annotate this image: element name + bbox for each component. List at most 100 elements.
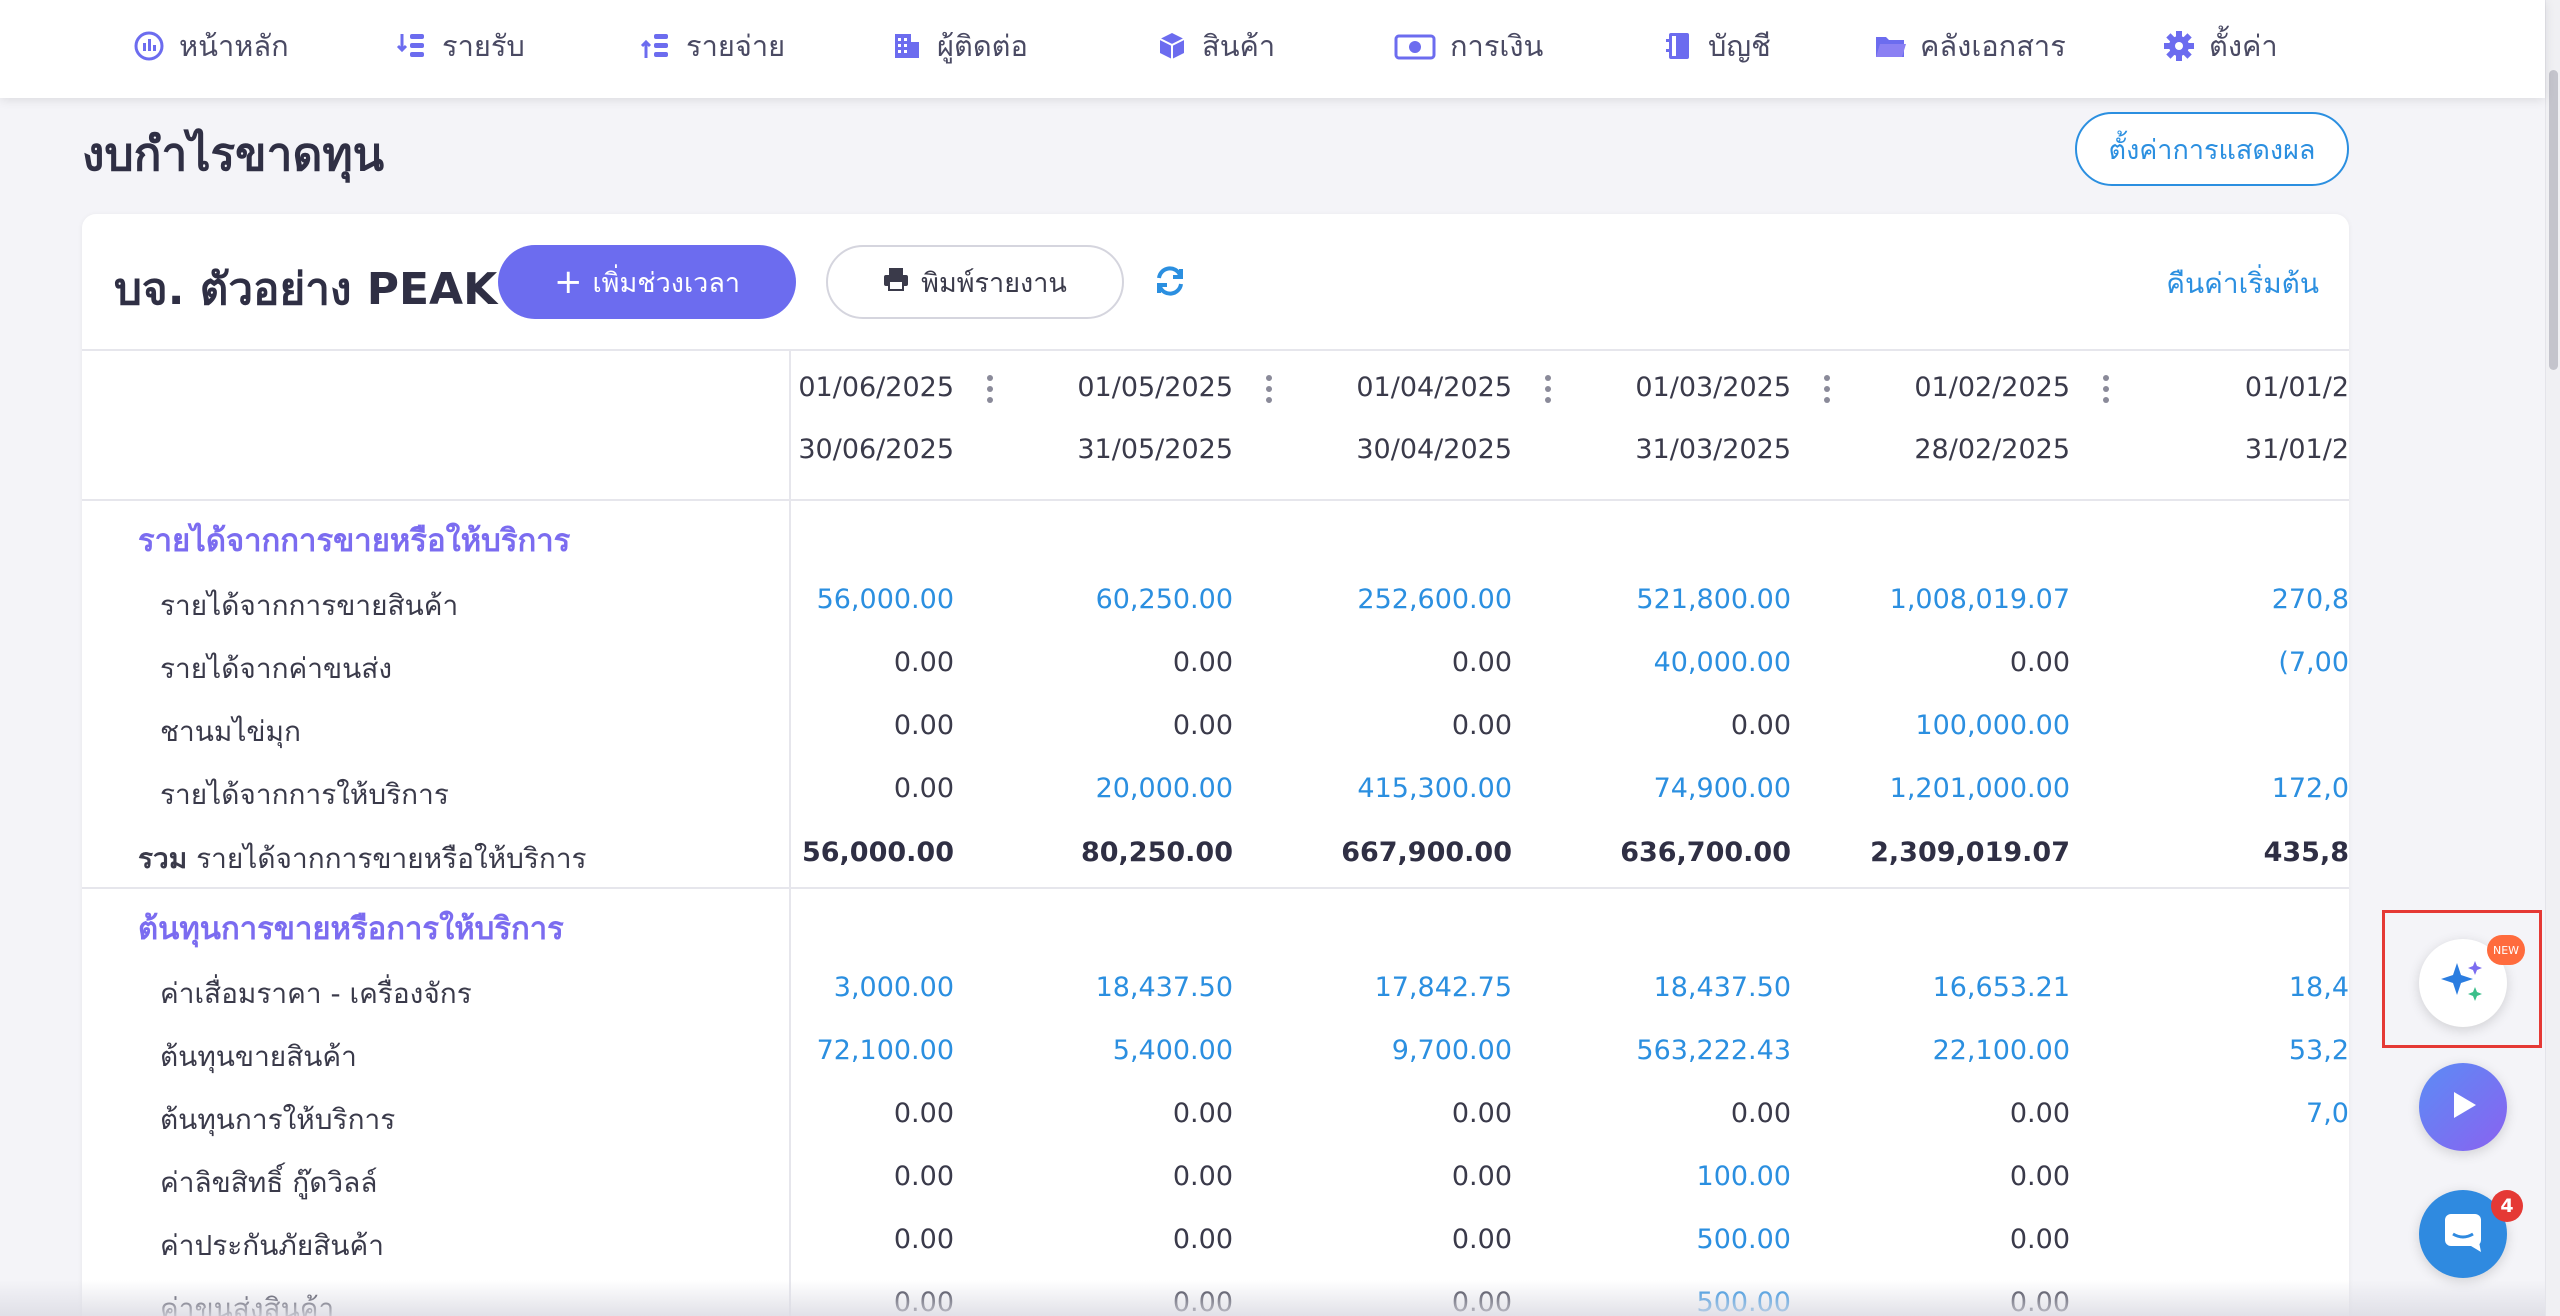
value-cell[interactable]: 16,653.21 bbox=[1932, 972, 2070, 1003]
value-cell[interactable]: 17,842.75 bbox=[1374, 972, 1512, 1003]
row-label: ต้นทุนขายสินค้า bbox=[160, 1040, 357, 1073]
value-cell: 0.00 bbox=[1172, 710, 1233, 741]
nav-label-dashboard: หน้าหลัก bbox=[179, 29, 289, 63]
value-cell: 0.00 bbox=[1172, 647, 1233, 678]
reset-defaults-link[interactable]: คืนค่าเริ่มต้น bbox=[2166, 267, 2319, 300]
value-cell[interactable]: 100,000.00 bbox=[1915, 710, 2070, 741]
row-label: ชานมไข่มุก bbox=[160, 715, 301, 748]
value-cell[interactable]: 500.00 bbox=[1696, 1224, 1791, 1255]
nav-label-income: รายรับ bbox=[442, 29, 525, 63]
total-value-cell: 636,700.00 bbox=[1620, 837, 1791, 868]
value-cell[interactable]: 18,437.50 bbox=[1095, 972, 1233, 1003]
kebab-menu-icon[interactable] bbox=[1542, 375, 1554, 409]
add-period-button[interactable]: + เพิ่มช่วงเวลา bbox=[498, 245, 796, 319]
plus-icon: + bbox=[553, 262, 583, 302]
company-name: บจ. ตัวอย่าง PEAK bbox=[114, 264, 498, 315]
row-label: รายได้จากการให้บริการ bbox=[160, 778, 449, 811]
value-cell: 0.00 bbox=[893, 1224, 954, 1255]
page-scrollbar[interactable] bbox=[2545, 0, 2560, 1316]
nav-item-settings[interactable]: ตั้งค่า bbox=[2163, 24, 2278, 68]
value-cell[interactable]: 18,4 bbox=[2288, 972, 2349, 1003]
value-cell[interactable]: (7,00 bbox=[2278, 647, 2349, 678]
row-label: ค่าเสื่อมราคา - เครื่องจักร bbox=[160, 977, 472, 1010]
nav-label-finance: การเงิน bbox=[1450, 29, 1544, 63]
ai-button-highlight bbox=[2382, 910, 2542, 1048]
value-cell[interactable]: 9,700.00 bbox=[1391, 1035, 1512, 1066]
kebab-menu-icon[interactable] bbox=[984, 375, 996, 409]
value-cell[interactable]: 60,250.00 bbox=[1095, 584, 1233, 615]
period-column-header: 01/06/2025 30/06/2025 bbox=[735, 349, 1014, 499]
print-report-button[interactable]: พิมพ์รายงาน bbox=[826, 245, 1124, 319]
add-period-label: เพิ่มช่วงเวลา bbox=[592, 267, 741, 299]
value-cell[interactable]: 252,600.00 bbox=[1357, 584, 1512, 615]
value-cell[interactable]: 563,222.43 bbox=[1636, 1035, 1791, 1066]
row-label: ต้นทุนการให้บริการ bbox=[160, 1103, 396, 1136]
value-cell: 0.00 bbox=[1172, 1161, 1233, 1192]
kebab-menu-icon[interactable] bbox=[1821, 375, 1833, 409]
display-settings-button[interactable]: ตั้งค่าการแสดงผล bbox=[2075, 112, 2349, 186]
bottom-fade bbox=[0, 1280, 2545, 1316]
value-cell[interactable]: 40,000.00 bbox=[1653, 647, 1791, 678]
value-cell[interactable]: 100.00 bbox=[1696, 1161, 1791, 1192]
nav-label-settings: ตั้งค่า bbox=[2209, 29, 2278, 63]
kebab-menu-icon[interactable] bbox=[2100, 375, 2112, 409]
value-cell: 0.00 bbox=[1451, 647, 1512, 678]
value-cell[interactable]: 1,201,000.00 bbox=[1889, 773, 2070, 804]
nav-label-products: สินค้า bbox=[1202, 29, 1276, 63]
value-cell: 0.00 bbox=[1451, 1161, 1512, 1192]
period-end-date: 31/05/2025 bbox=[1077, 434, 1233, 465]
refresh-icon[interactable] bbox=[1150, 261, 1190, 301]
value-cell[interactable]: 3,000.00 bbox=[833, 972, 954, 1003]
sparkle-icon bbox=[2437, 955, 2489, 1011]
period-start-date: 01/01/2 bbox=[2244, 372, 2349, 403]
play-icon bbox=[2446, 1088, 2480, 1126]
nav-item-income[interactable]: รายรับ bbox=[396, 24, 525, 68]
nav-item-documents[interactable]: คลังเอกสาร bbox=[1874, 24, 2066, 68]
value-cell: 0.00 bbox=[893, 1098, 954, 1129]
value-cell[interactable]: 521,800.00 bbox=[1636, 584, 1791, 615]
nav-label-documents: คลังเอกสาร bbox=[1920, 29, 2066, 63]
value-cell[interactable]: 56,000.00 bbox=[816, 584, 954, 615]
value-cell: 0.00 bbox=[1451, 1098, 1512, 1129]
nav-item-accounts[interactable]: บัญชี bbox=[1662, 24, 1771, 68]
nav-label-expense: รายจ่าย bbox=[686, 29, 786, 63]
value-cell: 0.00 bbox=[2009, 1161, 2070, 1192]
value-cell: 0.00 bbox=[1730, 1098, 1791, 1129]
video-tutorial-button[interactable] bbox=[2419, 1063, 2507, 1151]
nav-item-products[interactable]: สินค้า bbox=[1156, 24, 1275, 68]
gear-icon bbox=[2163, 30, 2195, 62]
period-start-date: 01/06/2025 bbox=[798, 372, 954, 403]
value-cell[interactable]: 18,437.50 bbox=[1653, 972, 1791, 1003]
value-cell[interactable]: 53,2 bbox=[2288, 1035, 2349, 1066]
section-title: รายได้จากการขายหรือให้บริการ bbox=[138, 523, 571, 559]
value-cell[interactable]: 20,000.00 bbox=[1095, 773, 1233, 804]
total-value-cell: 56,000.00 bbox=[801, 837, 954, 868]
value-cell[interactable]: 1,008,019.07 bbox=[1889, 584, 2070, 615]
value-cell: 0.00 bbox=[893, 773, 954, 804]
total-label-text: รายได้จากการขายหรือให้บริการ bbox=[196, 842, 587, 875]
value-cell[interactable]: 72,100.00 bbox=[816, 1035, 954, 1066]
top-nav: หน้าหลัก รายรับ รายจ่าย ผู้ติดต่อ สินค้า… bbox=[0, 0, 2545, 98]
value-cell: 0.00 bbox=[893, 1161, 954, 1192]
period-end-date: 31/03/2025 bbox=[1635, 434, 1791, 465]
nav-item-contacts[interactable]: ผู้ติดต่อ bbox=[891, 24, 1028, 68]
print-report-label: พิมพ์รายงาน bbox=[921, 267, 1067, 299]
value-cell[interactable]: 7,0 bbox=[2306, 1098, 2349, 1129]
kebab-menu-icon[interactable] bbox=[1263, 375, 1275, 409]
nav-item-finance[interactable]: การเงิน bbox=[1394, 24, 1543, 68]
dashboard-icon bbox=[133, 30, 165, 62]
printer-icon bbox=[883, 267, 909, 298]
row-label: รายได้จากค่าขนส่ง bbox=[160, 652, 393, 685]
value-cell[interactable]: 5,400.00 bbox=[1112, 1035, 1233, 1066]
value-cell[interactable]: 270,8 bbox=[2271, 584, 2349, 615]
period-column-header: 01/02/2025 28/02/2025 bbox=[1851, 349, 2130, 499]
new-badge: NEW bbox=[2487, 935, 2525, 965]
value-cell[interactable]: 172,0 bbox=[2271, 773, 2349, 804]
value-cell[interactable]: 415,300.00 bbox=[1357, 773, 1512, 804]
period-end-date: 28/02/2025 bbox=[1914, 434, 2070, 465]
nav-item-expense[interactable]: รายจ่าย bbox=[640, 24, 785, 68]
value-cell[interactable]: 74,900.00 bbox=[1653, 773, 1791, 804]
value-cell[interactable]: 22,100.00 bbox=[1932, 1035, 2070, 1066]
page-scrollbar-thumb[interactable] bbox=[2549, 70, 2558, 370]
nav-item-dashboard[interactable]: หน้าหลัก bbox=[133, 24, 289, 68]
